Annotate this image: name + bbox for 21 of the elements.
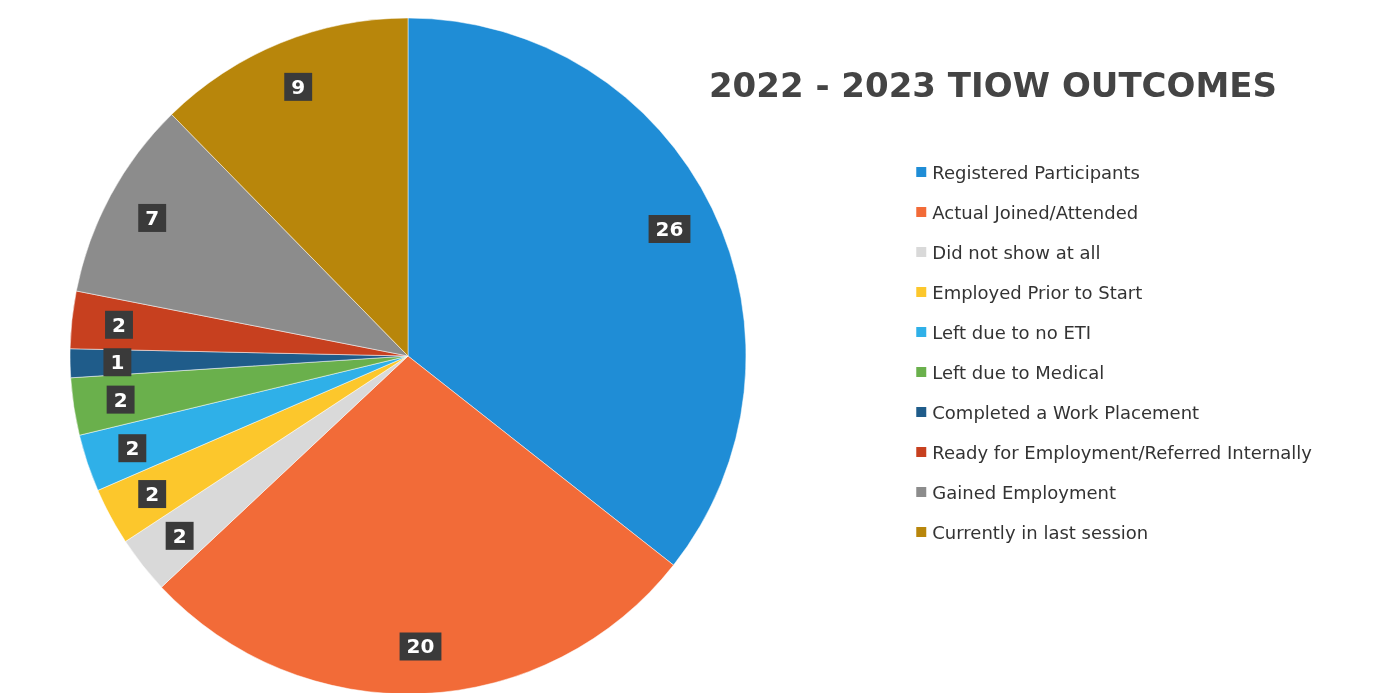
legend-label: Left due to no ETI [932, 321, 1092, 343]
legend-label: Registered Participants [932, 161, 1140, 183]
data-label: 2 [125, 436, 140, 461]
text: 2022 - 2023 TIOW OUTCOMES [708, 65, 1278, 105]
data-label: 2 [172, 523, 187, 548]
legend-label: Gained Employment [932, 481, 1116, 503]
data-label: 2 [145, 482, 160, 507]
data-label: 26 [655, 217, 684, 242]
legend-label: Left due to Medical [932, 361, 1105, 383]
data-label: 2 [113, 387, 128, 412]
data-label: 2 [112, 312, 126, 337]
legend-label: Employed Prior to Start [932, 281, 1143, 303]
legend-label: Did not show at all [932, 241, 1101, 263]
data-label: 20 [406, 634, 435, 659]
legend-label: Currently in last session [932, 521, 1149, 543]
data-label: 9 [291, 74, 306, 99]
legend-label: Ready for Employment/Referred Internally [932, 441, 1313, 463]
data-label: 1 [110, 350, 125, 375]
legend-label: Actual Joined/Attended [932, 201, 1139, 223]
data-label: 7 [145, 205, 160, 230]
legend-label: Completed a Work Placement [932, 401, 1200, 423]
